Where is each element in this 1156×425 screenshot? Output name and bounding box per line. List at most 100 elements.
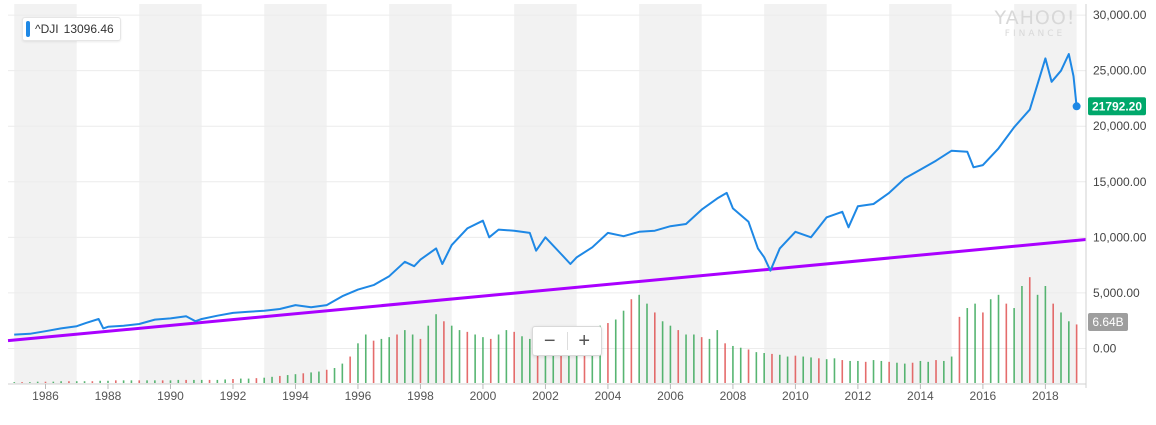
volume-bars <box>13 277 1078 383</box>
volume-bar <box>294 374 297 383</box>
volume-bar <box>903 363 906 383</box>
x-tick-label: 2018 <box>1032 389 1059 403</box>
volume-bar <box>435 314 437 383</box>
volume-bar <box>239 378 242 383</box>
volume-bar <box>896 362 898 383</box>
volume-bar <box>318 371 320 383</box>
volume-bar <box>208 379 211 383</box>
volume-bar <box>607 323 609 383</box>
volume-bar <box>1005 303 1008 383</box>
volume-bar <box>68 381 70 383</box>
x-tick-label: 2016 <box>970 389 997 403</box>
volume-bar <box>622 310 625 383</box>
volume-bar <box>536 337 539 383</box>
volume-bar <box>685 334 687 383</box>
volume-bar <box>521 336 523 383</box>
volume-bar <box>146 380 148 383</box>
volume-bar <box>107 380 109 383</box>
x-tick-label: 1994 <box>282 389 309 403</box>
zoom-out-button[interactable]: − <box>543 330 556 352</box>
year-band <box>514 4 577 384</box>
volume-bar <box>169 380 172 383</box>
volume-bar <box>950 356 953 383</box>
volume-bar <box>279 375 281 383</box>
volume-bar <box>271 376 273 383</box>
legend-value: 13096.46 <box>63 22 114 36</box>
volume-bar <box>404 330 406 383</box>
volume-bar <box>849 360 851 383</box>
volume-bar <box>216 379 219 383</box>
x-tick-label: 1988 <box>95 389 122 403</box>
volume-bar <box>794 355 797 383</box>
volume-bar <box>646 303 648 383</box>
volume-bar <box>778 354 781 383</box>
y-tick-label: 30,000.00 <box>1093 8 1147 22</box>
x-tick-label: 1992 <box>220 389 247 403</box>
volume-bar <box>83 381 86 383</box>
volume-bar <box>380 338 383 383</box>
volume-bar <box>193 379 195 383</box>
volume-bar <box>872 360 875 383</box>
volume-bar <box>958 316 961 383</box>
volume-bar <box>310 372 312 383</box>
volume-bar <box>513 331 515 383</box>
x-tick-label: 2010 <box>782 389 809 403</box>
volume-bar <box>349 356 351 383</box>
volume-bar <box>732 345 734 383</box>
volume-bar <box>60 381 62 383</box>
volume-bar <box>466 331 469 383</box>
volume-bar <box>302 373 305 383</box>
volume-bar <box>36 381 39 383</box>
volume-bar <box>989 299 992 383</box>
volume-bar <box>474 334 476 383</box>
x-tick-label: 2012 <box>845 389 872 403</box>
volume-bar <box>529 338 531 383</box>
volume-bar <box>966 308 969 383</box>
volume-bar <box>29 382 31 383</box>
volume-bar <box>614 319 617 383</box>
volume-bar <box>833 358 836 383</box>
volume-bar <box>786 356 789 383</box>
trend-line-layer <box>7 238 1087 343</box>
volume-bar <box>489 338 492 383</box>
volume-bar <box>21 382 23 383</box>
volume-bar <box>919 360 922 383</box>
volume-bar <box>200 379 203 383</box>
brand-line-1: YAHOO! <box>994 7 1076 29</box>
volume-bar <box>693 334 695 383</box>
volume-bar <box>943 360 945 383</box>
volume-bar <box>997 294 1000 383</box>
series-legend[interactable]: ^DJI 13096.46 <box>22 17 121 41</box>
x-tick-label: 2002 <box>532 389 559 403</box>
zoom-in-button[interactable]: + <box>578 330 591 352</box>
volume-bar <box>755 352 758 383</box>
volume-label: 6.64B <box>1092 315 1123 329</box>
volume-bar <box>575 335 578 383</box>
volume-bar <box>1013 308 1015 383</box>
x-tick-label: 2014 <box>907 389 934 403</box>
volume-bar <box>1028 277 1031 383</box>
volume-bar <box>880 360 883 383</box>
y-tick-label: 5,000.00 <box>1093 286 1140 300</box>
x-tick-label: 2006 <box>657 389 684 403</box>
volume-bar <box>841 360 844 383</box>
volume-bar <box>1068 321 1070 383</box>
zoom-separator <box>566 332 568 350</box>
year-band <box>14 4 77 384</box>
volume-bar <box>325 369 328 383</box>
volume-bar <box>130 380 133 383</box>
series-color-swatch <box>26 21 30 37</box>
volume-bar <box>286 375 289 383</box>
volume-bar <box>911 362 914 383</box>
y-tick-label: 0.00 <box>1093 341 1117 355</box>
volume-bar <box>13 382 16 383</box>
volume-bar <box>372 340 375 383</box>
y-tick-label: 20,000.00 <box>1093 119 1147 133</box>
volume-bar <box>677 330 680 383</box>
volume-bar <box>505 330 508 383</box>
volume-bar <box>247 378 250 383</box>
volume-bar <box>185 379 187 383</box>
volume-bar <box>396 334 398 383</box>
